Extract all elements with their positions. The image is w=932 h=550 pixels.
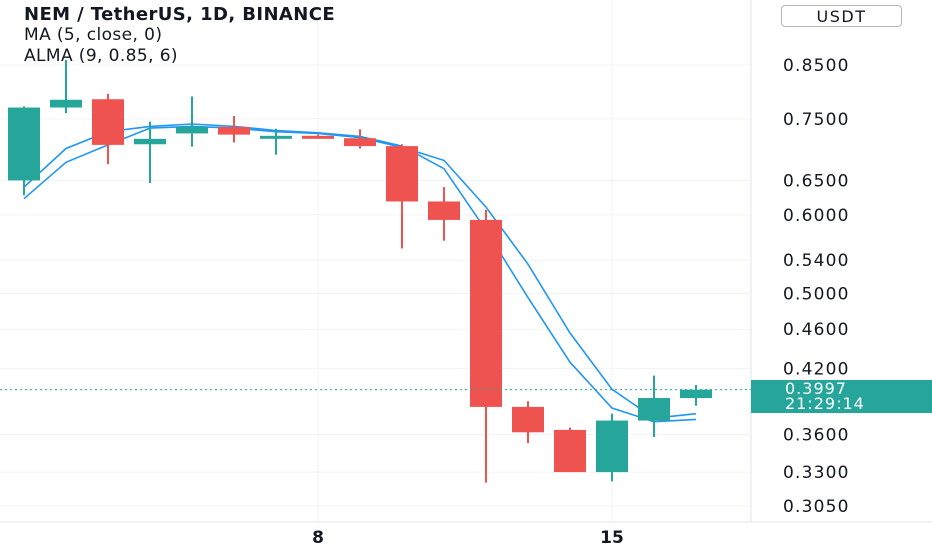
candle-body — [470, 219, 502, 407]
grid-lines — [0, 0, 751, 522]
candle-body — [302, 135, 334, 139]
candle-up — [134, 121, 166, 184]
candle-down — [302, 134, 334, 139]
candle-up — [50, 59, 82, 114]
candles — [8, 59, 712, 483]
time-tick-label: 8 — [312, 528, 324, 548]
candle-down — [428, 187, 460, 241]
candle-up — [596, 413, 628, 482]
price-tick-label: 0.8500 — [783, 56, 850, 76]
candle-down — [92, 93, 124, 165]
candle-down — [218, 115, 250, 143]
candle-body — [512, 406, 544, 433]
candle-body — [50, 99, 82, 108]
candle-body — [386, 146, 418, 202]
candle-up — [260, 128, 292, 155]
alma-indicator-label[interactable]: ALMA (9, 0.85, 6) — [24, 46, 178, 66]
price-tick-label: 0.3050 — [783, 497, 850, 517]
candle-down — [554, 427, 586, 473]
alma-line — [23, 123, 697, 423]
candle-up — [638, 375, 670, 438]
candle-down — [470, 209, 502, 483]
last-price-value: 0.3997 — [785, 379, 847, 398]
price-tick-label: 0.3300 — [783, 463, 850, 483]
ma-line — [23, 125, 697, 420]
candle-up — [680, 385, 712, 406]
price-tick-label: 0.7500 — [783, 110, 850, 130]
candle-down — [512, 401, 544, 444]
price-axis: 0.3050 0.3300 0.3600 0.4200 0.4600 0.5000 0.54… — [783, 56, 850, 517]
symbol-title[interactable]: NEM / TetherUS, 1D, BINANCE — [24, 4, 336, 25]
candle-body — [596, 420, 628, 473]
candle-body — [134, 138, 166, 145]
price-tick-label: 0.5000 — [783, 284, 850, 304]
bar-countdown: 21:29:14 — [785, 394, 865, 413]
price-tick-label: 0.6500 — [783, 171, 850, 191]
time-tick-label: 15 — [600, 528, 624, 548]
time-axis: 8 15 — [312, 528, 624, 548]
candle-body — [680, 389, 712, 399]
price-tick-label: 0.4200 — [783, 359, 850, 379]
candle-body — [344, 138, 376, 147]
candle-body — [176, 126, 208, 134]
candle-body — [428, 201, 460, 220]
last-price-label: 0.3997 21:29:14 — [751, 380, 932, 413]
candle-down — [386, 144, 418, 249]
candle-body — [638, 398, 670, 421]
candle-up — [8, 106, 40, 196]
candle-body — [554, 429, 586, 473]
candle-body — [260, 135, 292, 139]
candle-body — [92, 99, 124, 145]
candle-body — [218, 126, 250, 135]
candle-down — [344, 129, 376, 149]
price-tick-label: 0.3600 — [783, 426, 850, 446]
price-tick-label: 0.4600 — [783, 320, 850, 340]
price-tick-label: 0.5400 — [783, 251, 850, 271]
price-tick-label: 0.6000 — [783, 206, 850, 226]
indicator-lines — [23, 123, 697, 423]
ma-indicator-label[interactable]: MA (5, close, 0) — [24, 25, 163, 45]
chart-legend: NEM / TetherUS, 1D, BINANCE MA (5, close… — [24, 4, 335, 67]
candle-up — [176, 96, 208, 147]
currency-button[interactable]: USDT — [781, 5, 902, 27]
candle-body — [8, 107, 40, 181]
